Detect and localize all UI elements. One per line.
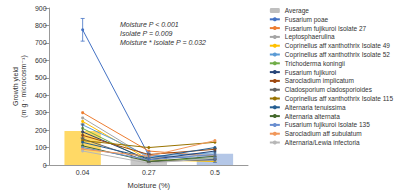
- svg-text:Cladosporium cladosporioides: Cladosporium cladosporioides: [285, 86, 373, 94]
- svg-text:Isolate P = 0.009: Isolate P = 0.009: [120, 30, 173, 37]
- svg-text:Fusarium fujikuroi Isolate 27: Fusarium fujikuroi Isolate 27: [285, 25, 367, 33]
- svg-text:700: 700: [35, 39, 47, 46]
- svg-text:200: 200: [35, 127, 47, 134]
- svg-text:Average: Average: [285, 7, 309, 15]
- svg-text:0.27: 0.27: [142, 169, 156, 176]
- svg-text:(m g · microcosm⁻¹): (m g · microcosm⁻¹): [20, 55, 28, 117]
- svg-text:Trichoderma koningii: Trichoderma koningii: [285, 60, 345, 68]
- svg-text:0.5: 0.5: [210, 169, 220, 176]
- svg-text:400: 400: [35, 92, 47, 99]
- svg-text:Fusarium fujikuroi: Fusarium fujikuroi: [285, 69, 336, 77]
- svg-text:Alternaria alternata: Alternaria alternata: [285, 113, 340, 120]
- svg-text:Moisture * Isolate P = 0.032: Moisture * Isolate P = 0.032: [120, 39, 206, 46]
- svg-text:Leptosphaerulina: Leptosphaerulina: [285, 33, 335, 41]
- svg-text:0.04: 0.04: [76, 169, 90, 176]
- svg-text:Alternaria tenuissima: Alternaria tenuissima: [285, 104, 346, 111]
- svg-text:Moisture P < 0.001: Moisture P < 0.001: [120, 21, 179, 28]
- svg-text:Sarocladium aff subulatum: Sarocladium aff subulatum: [285, 130, 362, 137]
- svg-text:Coprinellus aff xanthothrix Is: Coprinellus aff xanthothrix Isolate 52: [285, 51, 390, 59]
- svg-text:Growth yield: Growth yield: [12, 67, 20, 106]
- svg-text:Fusarium poae: Fusarium poae: [285, 16, 329, 24]
- svg-text:900: 900: [35, 5, 47, 12]
- svg-text:600: 600: [35, 57, 47, 64]
- svg-text:100: 100: [35, 144, 47, 151]
- svg-text:500: 500: [35, 74, 47, 81]
- svg-text:Sarocladium implicatum: Sarocladium implicatum: [285, 77, 354, 85]
- svg-text:300: 300: [35, 109, 47, 116]
- svg-text:Moisture (%): Moisture (%): [128, 181, 171, 190]
- svg-text:Fusarium fujikuroi Isolate 135: Fusarium fujikuroi Isolate 135: [285, 121, 370, 129]
- svg-text:0: 0: [43, 162, 47, 169]
- svg-text:Coprinellus aff xanthothrix Is: Coprinellus aff xanthothrix Isolate 115: [285, 95, 394, 103]
- svg-text:Coprinellus aff xanthothrix Is: Coprinellus aff xanthothrix Isolate 49: [285, 42, 390, 50]
- svg-text:800: 800: [35, 22, 47, 29]
- svg-text:Alternaria/Lewia infectoria: Alternaria/Lewia infectoria: [285, 139, 360, 146]
